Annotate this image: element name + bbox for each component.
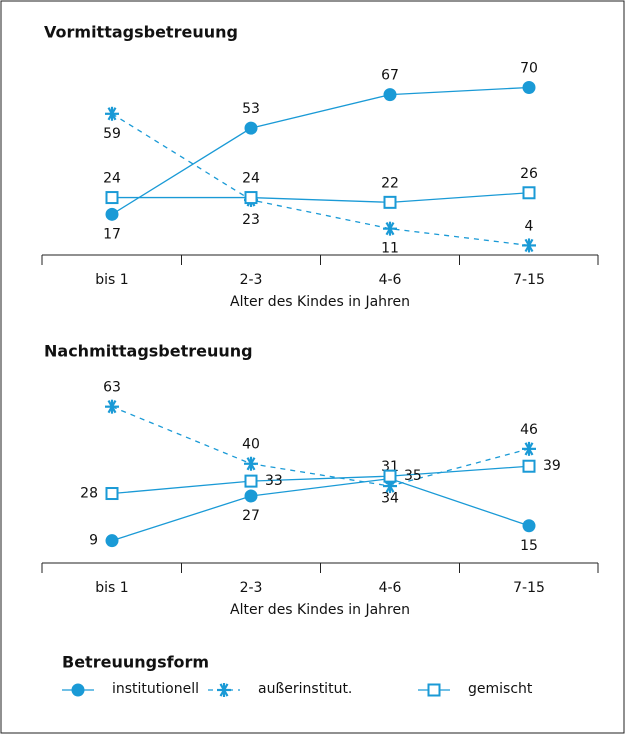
data-label: 28 <box>80 486 98 502</box>
data-label: 63 <box>103 380 121 396</box>
legend-item: außerinstitut. <box>208 681 352 697</box>
data-label: 35 <box>404 468 422 484</box>
marker <box>244 489 258 503</box>
x-axis-label: Alter des Kindes in Jahren <box>230 602 410 618</box>
data-label: 24 <box>242 171 260 187</box>
data-label: 27 <box>242 508 260 524</box>
marker <box>522 80 536 94</box>
data-label: 34 <box>381 491 399 507</box>
marker <box>244 121 258 135</box>
marker <box>522 238 536 253</box>
series-line <box>111 86 530 215</box>
data-label: 26 <box>520 166 538 182</box>
data-label: 23 <box>242 212 260 228</box>
data-label: 53 <box>242 101 260 117</box>
data-label: 15 <box>520 538 538 554</box>
legend-label: außerinstitut. <box>258 681 352 697</box>
series-line <box>112 192 530 203</box>
legend-label: institutionell <box>112 681 199 697</box>
data-label: 9 <box>89 533 98 549</box>
legend-item: institutionell <box>62 681 199 697</box>
chart-title: Vormittagsbetreuung <box>44 23 238 42</box>
marker <box>105 487 119 501</box>
x-tick-label: 2-3 <box>240 272 263 288</box>
marker <box>522 519 536 533</box>
series-line <box>111 477 530 542</box>
x-tick-label: 4-6 <box>379 580 402 596</box>
marker <box>244 191 258 205</box>
x-tick-label: 7-15 <box>513 580 545 596</box>
series-line <box>111 406 530 487</box>
x-tick-label: 2-3 <box>240 580 263 596</box>
data-label: 67 <box>381 68 399 84</box>
data-label: 17 <box>103 226 121 242</box>
data-label: 40 <box>242 437 260 453</box>
x-axis-label: Alter des Kindes in Jahren <box>230 294 410 310</box>
marker <box>522 459 536 473</box>
marker <box>105 534 119 548</box>
legend-label: gemischt <box>468 681 533 697</box>
marker <box>105 207 119 221</box>
data-label: 24 <box>103 171 121 187</box>
marker <box>427 683 441 697</box>
series-line <box>111 113 530 247</box>
data-label: 39 <box>543 458 561 474</box>
x-tick-label: 7-15 <box>513 272 545 288</box>
data-label: 4 <box>525 218 534 234</box>
x-tick-label: bis 1 <box>95 580 128 596</box>
marker <box>105 106 119 121</box>
marker <box>217 683 231 697</box>
marker <box>105 399 119 414</box>
legend-title: Betreuungsform <box>62 653 209 672</box>
data-label: 11 <box>381 241 399 257</box>
data-label: 22 <box>381 175 399 191</box>
marker <box>522 186 536 200</box>
marker <box>71 683 85 697</box>
chart-title: Nachmittagsbetreuung <box>44 342 253 361</box>
data-label: 70 <box>520 60 538 76</box>
series-line <box>111 465 530 495</box>
marker <box>522 441 536 456</box>
marker <box>383 469 397 483</box>
marker <box>244 474 258 488</box>
data-label: 33 <box>265 473 283 489</box>
marker <box>105 191 119 205</box>
marker <box>383 221 397 236</box>
marker <box>383 88 397 102</box>
data-label: 46 <box>520 422 538 438</box>
x-tick-label: bis 1 <box>95 272 128 288</box>
x-tick-label: 4-6 <box>379 272 402 288</box>
data-label: 59 <box>103 126 121 142</box>
marker <box>244 456 258 471</box>
marker <box>383 195 397 209</box>
legend-item: gemischt <box>418 681 533 697</box>
